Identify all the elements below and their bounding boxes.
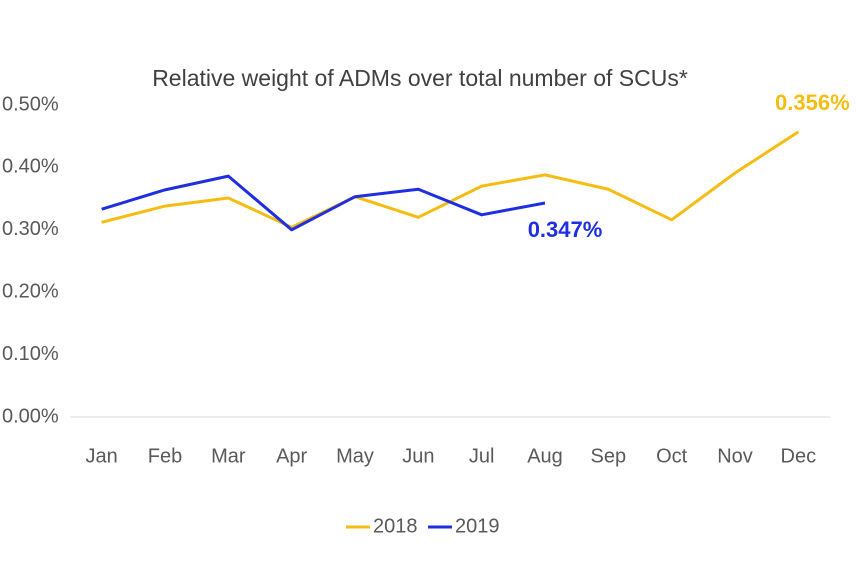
x-tick-label: Nov: [717, 445, 753, 467]
x-tick-label: Dec: [781, 445, 817, 467]
legend-label: 2019: [455, 515, 500, 537]
x-tick-label: Jun: [402, 445, 434, 467]
series-line: [101, 174, 546, 232]
x-tick-label: Mar: [211, 445, 246, 467]
x-tick-label: Jan: [86, 445, 118, 467]
annotation: 0.347%: [528, 217, 603, 242]
x-tick-label: Feb: [148, 445, 182, 467]
x-tick-label: Jul: [469, 445, 495, 467]
x-tick-label: Oct: [656, 445, 688, 467]
legend-label: 2018: [373, 515, 418, 537]
x-tick-label: Sep: [591, 445, 627, 467]
y-tick-label: 0.30%: [2, 218, 59, 240]
y-tick-label: 0.10%: [2, 343, 59, 365]
chart-title: Relative weight of ADMs over total numbe…: [152, 65, 688, 91]
annotation: 0.356%: [775, 90, 850, 115]
x-tick-label: Apr: [276, 445, 307, 467]
y-tick-label: 0.50%: [2, 93, 59, 115]
y-tick-label: 0.00%: [2, 405, 59, 427]
x-tick-label: May: [336, 445, 374, 467]
y-tick-label: 0.40%: [2, 156, 59, 178]
y-tick-label: 0.20%: [2, 280, 59, 302]
x-tick-label: Aug: [527, 445, 563, 467]
